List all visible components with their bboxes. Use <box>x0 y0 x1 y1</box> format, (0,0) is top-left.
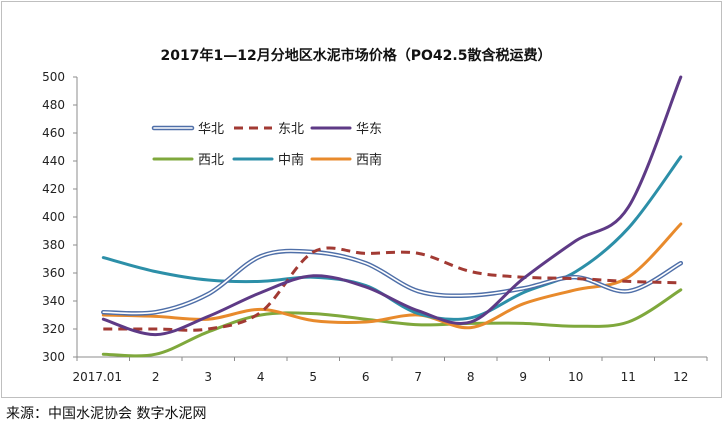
series-line <box>101 288 683 358</box>
y-tick-label: 300 <box>42 350 65 364</box>
series-line <box>103 246 681 332</box>
x-tick-label: 4 <box>257 370 265 384</box>
y-tick-label: 420 <box>42 182 65 196</box>
y-tick-label: 460 <box>42 126 65 140</box>
y-tick-label: 480 <box>42 98 65 112</box>
legend-label: 西南 <box>356 152 382 168</box>
y-tick-label: 400 <box>42 210 65 224</box>
y-tick-label: 500 <box>42 70 65 84</box>
y-tick-label: 360 <box>42 266 65 280</box>
x-tick-label: 2017.01 <box>72 370 122 384</box>
y-tick-label: 320 <box>42 322 65 336</box>
series-4 <box>101 288 683 358</box>
legend-label: 中南 <box>278 152 304 168</box>
y-tick-label: 440 <box>42 154 65 168</box>
line-chart: 2017年1—12月分地区水泥市场价格（PO42.5散含税运费） 3003203… <box>42 47 708 384</box>
legend-item: 西北 <box>152 153 224 168</box>
series-2 <box>103 246 681 332</box>
x-tick-label: 3 <box>204 370 212 384</box>
axes: 300 320 340 360 380 400 420 440 460 480 500 2017.01… <box>42 70 708 384</box>
x-tick-label: 11 <box>621 370 636 384</box>
y-tick-label: 340 <box>42 294 65 308</box>
y-tick-label: 380 <box>42 238 65 252</box>
legend-item: 西南 <box>310 152 382 168</box>
x-tick-label: 2 <box>152 370 160 384</box>
legend-item: 华东 <box>310 122 382 137</box>
legend-item: 中南 <box>232 152 304 168</box>
series-layer <box>101 75 684 358</box>
series-3 <box>101 75 683 337</box>
x-tick-label: 5 <box>309 370 317 384</box>
series-5 <box>101 155 683 321</box>
x-tick-label: 12 <box>673 370 688 384</box>
legend-label: 东北 <box>278 122 304 137</box>
x-tick-label: 10 <box>568 370 583 384</box>
x-tick-label: 8 <box>467 370 475 384</box>
legend-item: 东北 <box>234 122 304 137</box>
chart-title: 2017年1—12月分地区水泥市场价格（PO42.5散含税运费） <box>161 47 552 64</box>
chart-frame: 2017年1—12月分地区水泥市场价格（PO42.5散含税运费） 300 320 3… <box>1 1 722 398</box>
x-tick-label: 6 <box>362 370 370 384</box>
legend-label: 华东 <box>356 122 382 137</box>
series-line <box>101 155 683 321</box>
source-note: 来源：中国水泥协会 数字水泥网 <box>6 406 207 422</box>
series-line <box>101 75 683 337</box>
x-tick-label: 9 <box>519 370 527 384</box>
legend-item: 华北 <box>151 122 224 137</box>
legend-label: 西北 <box>198 153 224 168</box>
legend-label: 华北 <box>198 122 224 137</box>
x-tick-label: 7 <box>414 370 422 384</box>
